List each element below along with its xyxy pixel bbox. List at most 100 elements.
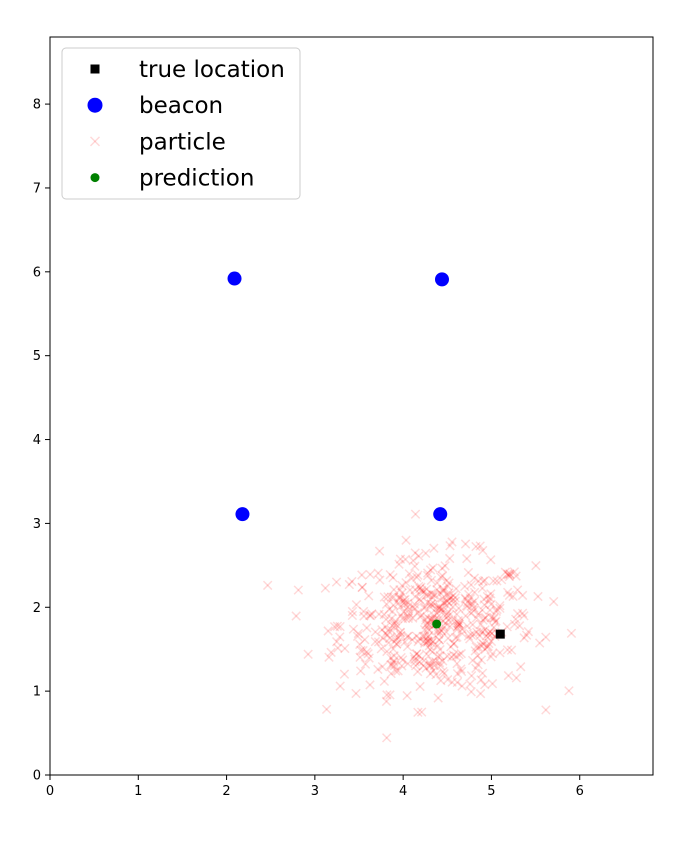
particle-marker [357, 582, 368, 592]
y-tick-label: 7 [33, 181, 41, 196]
particle-marker [425, 602, 436, 612]
particle-marker [457, 681, 467, 691]
particle-marker [397, 588, 407, 598]
particle-marker [425, 614, 435, 625]
particle-marker [395, 585, 405, 595]
particle-marker [466, 608, 476, 619]
plot-frame [49, 36, 654, 776]
particle-marker [464, 589, 474, 600]
legend-true-location-marker [90, 64, 100, 74]
particle-marker [388, 600, 399, 611]
particle-marker [419, 655, 429, 666]
x-axis: 0 1 2 3 4 5 6 [46, 775, 584, 799]
particle-marker [541, 705, 551, 715]
particle-marker [487, 678, 498, 689]
particle-marker [426, 588, 436, 599]
particle-marker [425, 669, 436, 679]
particle-marker [389, 651, 399, 661]
particle-marker [412, 648, 422, 659]
particle-marker [519, 633, 529, 643]
particle-marker [502, 587, 513, 598]
particle-marker [486, 612, 497, 623]
particle-marker [412, 607, 423, 618]
particle-marker [293, 585, 304, 595]
particle-marker [444, 553, 455, 564]
particle-marker [291, 611, 301, 621]
particle-marker [388, 622, 399, 632]
particle-marker [426, 575, 437, 586]
particle-marker [420, 615, 431, 625]
particle-marker [398, 607, 409, 617]
particle-marker [418, 631, 428, 642]
particle-marker [423, 590, 434, 600]
particle-marker [509, 567, 520, 577]
particle-marker [508, 591, 518, 602]
particle-marker [440, 561, 450, 571]
x-tick-label: 3 [311, 784, 319, 799]
particle-marker [452, 677, 463, 688]
particle-marker [410, 591, 420, 602]
particle-marker [410, 584, 421, 595]
particle-marker [392, 621, 403, 631]
particle-marker [454, 650, 464, 660]
particle-marker [441, 612, 452, 623]
legend-beacon-marker [87, 97, 103, 113]
particle-marker [386, 613, 397, 624]
particle-marker [479, 594, 489, 604]
particle-marker [475, 541, 485, 551]
particle-marker [424, 641, 434, 651]
particle-marker [436, 605, 446, 615]
particle-marker [482, 642, 492, 652]
particle-marker [502, 622, 512, 632]
particle-marker [473, 576, 484, 586]
particle-marker [429, 543, 439, 553]
particle-marker [380, 628, 391, 639]
particle-marker [476, 641, 487, 651]
particle-marker [511, 571, 521, 581]
particle-marker [410, 548, 420, 558]
particle-marker [422, 612, 432, 622]
particle-marker [429, 660, 440, 671]
particle-marker [457, 624, 467, 634]
particle-marker [548, 596, 559, 607]
legend-label: true location [139, 57, 285, 83]
particle-marker [531, 560, 541, 571]
particle-marker [473, 642, 484, 653]
particle-marker [477, 605, 488, 615]
particle-marker [467, 655, 478, 666]
particle-marker [393, 666, 403, 676]
particle-marker [435, 588, 446, 598]
particle-marker [444, 578, 454, 588]
particle-marker [473, 609, 484, 619]
legend-box [61, 47, 301, 200]
particle-marker [478, 545, 488, 556]
particle-marker [414, 657, 425, 667]
particle-marker [424, 630, 434, 641]
particle-marker [460, 611, 471, 621]
particle-marker [410, 654, 420, 665]
particle-marker [404, 569, 415, 579]
particle-marker [517, 608, 528, 618]
particle-marker [487, 648, 498, 659]
particle-marker [447, 537, 457, 547]
particle-marker [512, 608, 523, 619]
particle-marker [422, 618, 433, 629]
particle-marker [422, 568, 433, 578]
marker-layer [227, 271, 505, 639]
particle-marker [420, 548, 431, 559]
particle-marker [400, 599, 410, 610]
particle-marker [397, 613, 408, 624]
particle-marker [364, 653, 374, 663]
particle-marker [363, 648, 373, 659]
particle-marker [423, 623, 433, 634]
particle-marker [452, 609, 462, 619]
particle-marker [432, 584, 442, 595]
particle-marker [457, 628, 468, 639]
beacon-marker [434, 272, 449, 287]
particle-marker [452, 622, 462, 632]
particle-marker [410, 561, 420, 572]
particle-marker [384, 604, 394, 615]
particle-marker [380, 622, 391, 632]
particle-marker [495, 600, 505, 611]
particle-marker [416, 707, 427, 717]
